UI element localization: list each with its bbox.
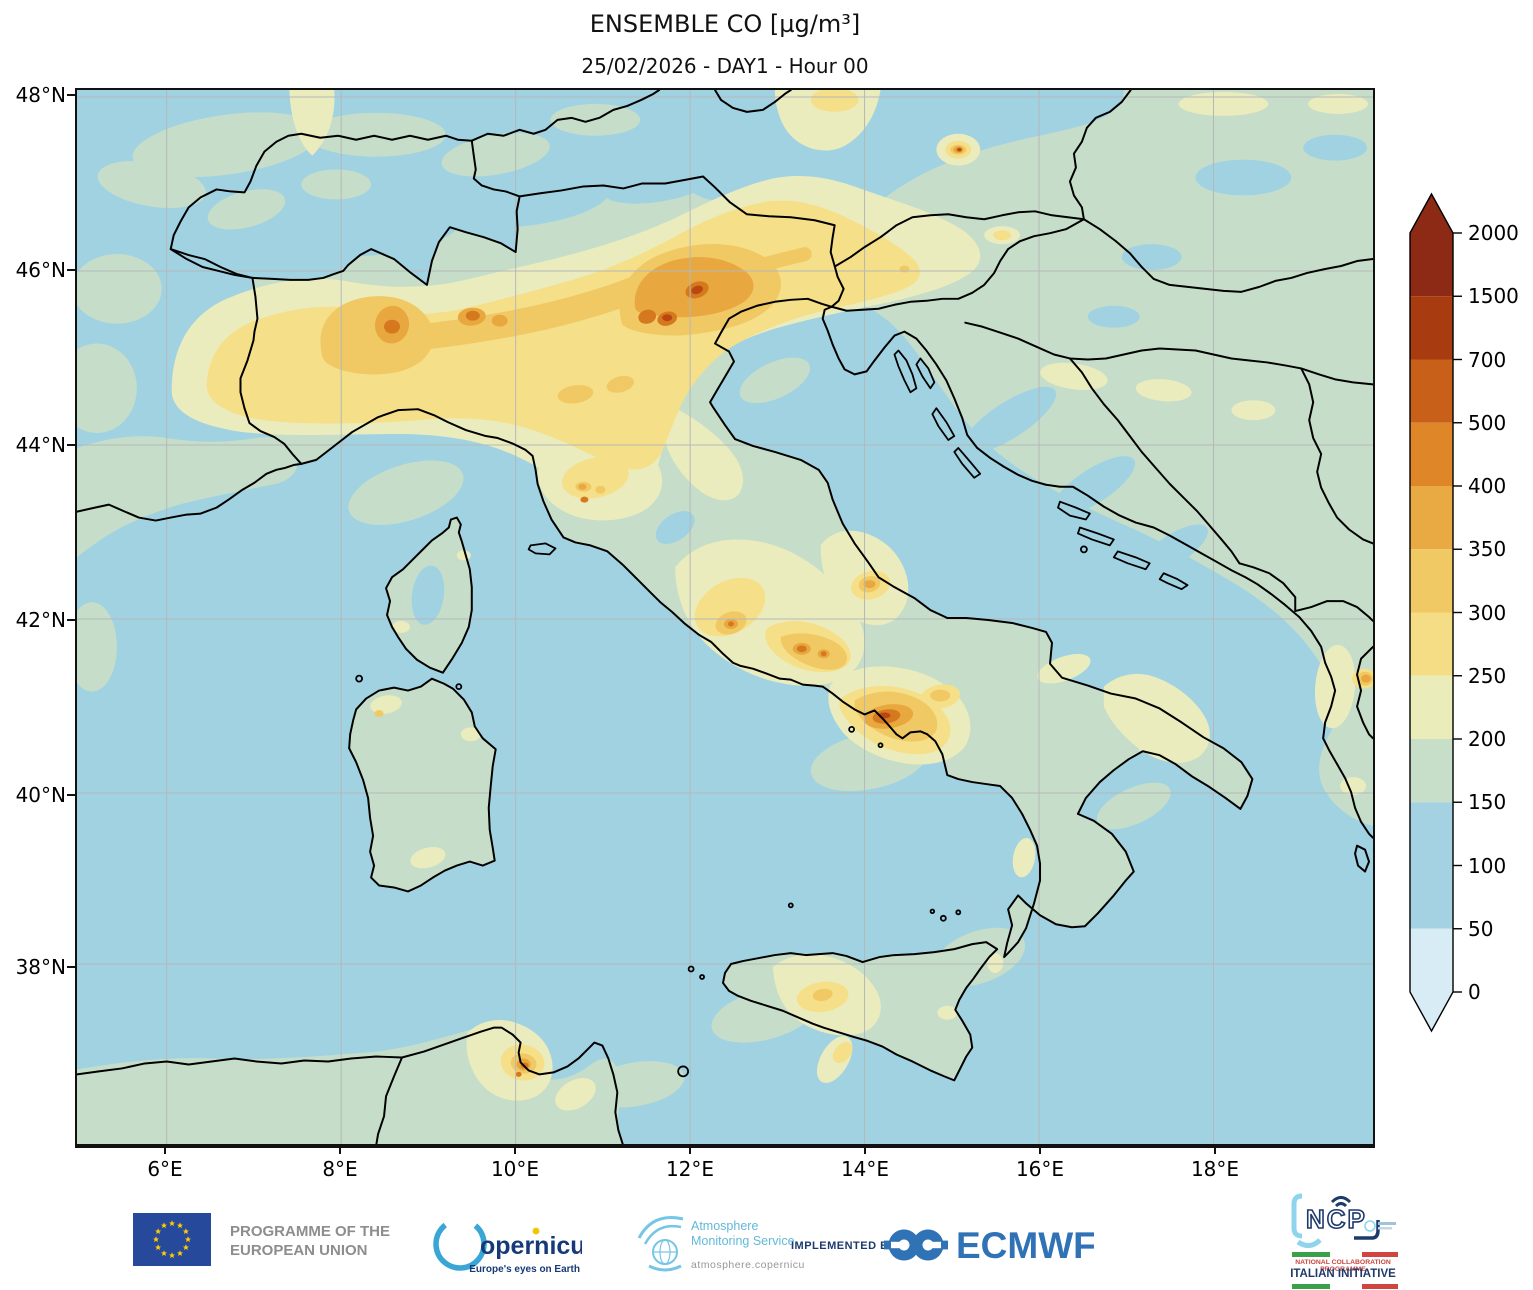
x-tickmark	[514, 1146, 516, 1154]
ams-line2: Monitoring Service	[691, 1234, 795, 1248]
ams-line1: Atmosphere	[691, 1219, 758, 1233]
co-level-500-700	[662, 148, 962, 719]
x-tickmark	[1214, 1146, 1216, 1154]
x-tickmark	[339, 1146, 341, 1154]
colorbar-arrow-bottom	[1410, 992, 1453, 1031]
ecmwf-wordmark: ECMWF	[956, 1225, 1094, 1266]
colorbar	[1409, 192, 1462, 1033]
ecmwf-icon	[884, 1229, 948, 1261]
lon-tick-12e: 12°E	[665, 1157, 715, 1181]
lat-tick-42n: 42°N	[15, 608, 66, 632]
colorbar-segment-300-350	[1410, 549, 1453, 613]
x-tickmark	[689, 1146, 691, 1154]
x-tickmark	[164, 1146, 166, 1154]
y-tickmark	[67, 444, 75, 446]
co-concentration-map	[77, 90, 1373, 1144]
eu-programme-line2: EUROPEAN UNION	[230, 1242, 368, 1259]
ncp-logo: NCP	[1291, 1193, 1396, 1248]
eu-programme-text: PROGRAMME OF THE EUROPEAN UNION	[230, 1222, 390, 1260]
ncp-green-bar	[1292, 1284, 1330, 1289]
copernicus-wordmark: opernicus	[480, 1232, 582, 1260]
co-level-400-500	[384, 147, 963, 1077]
cb-label-50: 50	[1468, 917, 1494, 941]
cb-label-350: 350	[1468, 537, 1507, 561]
ams-globe-icon	[637, 1216, 684, 1272]
y-tickmark	[67, 269, 75, 271]
y-tickmark	[67, 94, 75, 96]
copernicus-tagline: Europe's eyes on Earth	[469, 1264, 580, 1275]
cb-label-700: 700	[1468, 348, 1507, 372]
colorbar-ticks	[1453, 232, 1462, 993]
co-level-150-200	[77, 90, 1373, 1144]
ams-url: atmosphere.copernicus.eu	[691, 1259, 805, 1271]
x-tickmark	[1039, 1146, 1041, 1154]
colorbar-segment-1500-2000	[1410, 233, 1453, 297]
copernicus-c-icon	[433, 1217, 487, 1271]
ncp-acronym: NCP	[1306, 1204, 1367, 1234]
lon-tick-16e: 16°E	[1015, 1157, 1065, 1181]
implemented-by-label: IMPLEMENTED BY	[791, 1240, 897, 1252]
lat-tick-44n: 44°N	[15, 433, 66, 457]
lon-tick-14e: 14°E	[840, 1157, 890, 1181]
ncp-mini-ams-icon	[1364, 1220, 1396, 1232]
eu-programme-line1: PROGRAMME OF THE	[230, 1223, 390, 1240]
colorbar-segment-700-1500	[1410, 296, 1453, 360]
colorbar-segment-200-250	[1410, 675, 1453, 739]
colorbar-segment-400-500	[1410, 422, 1453, 486]
ncp-initiative-label: ITALIAN INITIATIVE	[1290, 1268, 1396, 1280]
y-tickmark	[67, 794, 75, 796]
lat-tick-38n: 38°N	[15, 955, 66, 979]
colorbar-segment-100-150	[1410, 802, 1453, 866]
colorbar-segment-500-700	[1410, 359, 1453, 423]
cb-label-400: 400	[1468, 474, 1507, 498]
figure-subtitle: 25/02/2026 - DAY1 - Hour 00	[581, 54, 869, 78]
ncp-programme-label: NATIONAL COLLABORATION PROGRAMME	[1295, 1259, 1391, 1273]
ecmwf-logo: ECMWF	[884, 1225, 1094, 1266]
colorbar-segment-0-50	[1410, 928, 1453, 992]
colorbar-arrow-top	[1410, 194, 1453, 233]
lon-tick-10e: 10°E	[490, 1157, 540, 1181]
lon-tick-18e: 18°E	[1190, 1157, 1240, 1181]
y-tickmark	[67, 966, 75, 968]
ncp-graphic	[1291, 1193, 1380, 1248]
y-tickmark	[67, 619, 75, 621]
lon-tick-6e: 6°E	[147, 1157, 183, 1181]
ncp-red-bar	[1362, 1284, 1398, 1289]
cb-label-100: 100	[1468, 854, 1507, 878]
cb-label-300: 300	[1468, 601, 1507, 625]
cb-label-250: 250	[1468, 664, 1507, 688]
copernicus-satellite-dot-icon	[532, 1227, 540, 1235]
cb-label-2000: 2000	[1468, 221, 1519, 245]
cb-label-150: 150	[1468, 790, 1507, 814]
coastlines-and-borders	[77, 90, 1373, 1144]
colorbar-segment-350-400	[1410, 486, 1453, 550]
cb-label-500: 500	[1468, 411, 1507, 435]
figure-title: ENSEMBLE CO [µg/m³]	[589, 10, 861, 38]
colorbar-segment-50-100	[1410, 865, 1453, 929]
eu-flag-logo	[133, 1213, 211, 1266]
colorbar-segment-250-300	[1410, 612, 1453, 676]
graticule	[77, 90, 1373, 1144]
ams-logo: Atmosphere Monitoring Service atmosphere…	[637, 1216, 805, 1272]
lat-tick-46n: 46°N	[15, 258, 66, 282]
cb-label-1500: 1500	[1468, 284, 1519, 308]
copernicus-logo: opernicus Europe's eyes on Earth	[433, 1217, 582, 1275]
small-islands	[355, 349, 1189, 1078]
colorbar-segment-150-200	[1410, 739, 1453, 803]
lat-tick-40n: 40°N	[15, 783, 66, 807]
ncp-red-bar	[1362, 1252, 1398, 1257]
x-tickmark	[864, 1146, 866, 1154]
lat-tick-48n: 48°N	[15, 83, 66, 107]
cb-label-200: 200	[1468, 727, 1507, 751]
map-panel	[75, 88, 1375, 1148]
lon-tick-8e: 8°E	[322, 1157, 358, 1181]
cb-label-0: 0	[1468, 980, 1481, 1004]
ncp-green-bar	[1292, 1252, 1330, 1257]
